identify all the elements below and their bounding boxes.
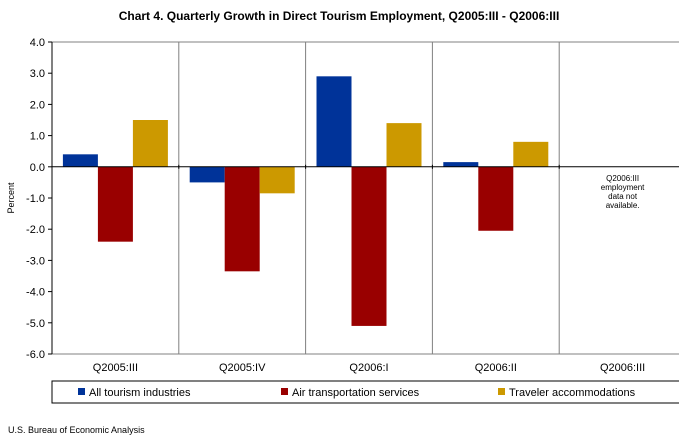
- bar: [386, 123, 422, 167]
- category-label: Q2006:I: [349, 362, 388, 374]
- legend-label: Air transportation services: [292, 387, 420, 399]
- category-label: Q2006:III: [600, 362, 645, 374]
- bar: [224, 166, 260, 272]
- y-tick-label: -5.0: [26, 318, 45, 330]
- bar: [316, 76, 352, 167]
- source-note: U.S. Bureau of Economic Analysis: [8, 425, 145, 435]
- legend: All tourism industries Air transportation…: [51, 380, 679, 404]
- y-tick-label: -3.0: [26, 255, 45, 267]
- category-label: Q2006:II: [475, 362, 517, 374]
- chart-title: Chart 4. Quarterly Growth in Direct Tour…: [119, 9, 560, 23]
- bar: [189, 166, 225, 183]
- y-tick-label: 4.0: [30, 37, 45, 49]
- bar: [478, 166, 514, 231]
- y-tick-label: 2.0: [30, 99, 45, 111]
- bar: [259, 166, 295, 194]
- legend-label: Traveler accommodations: [509, 387, 636, 399]
- y-tick-label: 3.0: [30, 68, 45, 80]
- legend-box: [51, 380, 679, 404]
- y-tick-label: -1.0: [26, 193, 45, 205]
- y-tick-label: -4.0: [26, 287, 45, 299]
- annotation: Q2006:III employment data not available.: [601, 174, 645, 210]
- legend-swatch: [281, 388, 288, 395]
- bar: [97, 166, 133, 242]
- legend-swatch: [78, 388, 85, 395]
- legend-label: All tourism industries: [89, 387, 191, 399]
- y-tick-label: 0.0: [30, 162, 45, 174]
- y-tick-label: -6.0: [26, 349, 45, 361]
- legend-swatch: [498, 388, 505, 395]
- bar: [513, 141, 549, 167]
- y-tick-label: 1.0: [30, 131, 45, 143]
- y-tick-label: -2.0: [26, 224, 45, 236]
- bar: [443, 162, 479, 167]
- y-axis-label: Percent: [6, 182, 16, 214]
- bar: [62, 154, 98, 167]
- bar: [132, 120, 168, 167]
- plot-area: 4.0 3.0 2.0 1.0 0.0 -1.0 -2.0 -3.0 -4.0 -5.0 -6.0 Q…: [26, 37, 679, 374]
- category-label: Q2005:IV: [219, 362, 266, 374]
- bar: [351, 166, 387, 326]
- category-label: Q2005:III: [93, 362, 138, 374]
